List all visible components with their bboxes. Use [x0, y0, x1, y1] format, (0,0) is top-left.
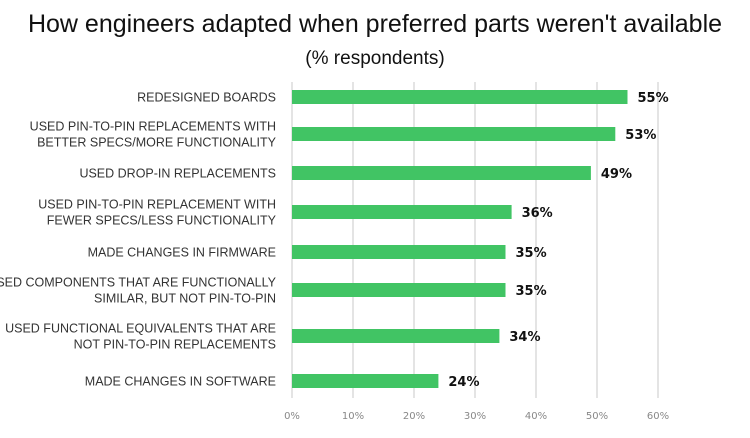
bar	[292, 166, 591, 180]
bar	[292, 329, 500, 343]
category-label: USED PIN-TO-PIN REPLACEMENT WITH	[38, 198, 276, 212]
bar	[292, 205, 512, 219]
category-label: USED PIN-TO-PIN REPLACEMENTS WITH	[30, 120, 276, 134]
data-label: 35%	[516, 284, 547, 299]
bar	[292, 283, 506, 297]
bar	[292, 245, 506, 259]
bar	[292, 127, 616, 141]
data-label: 34%	[509, 330, 540, 345]
category-label: USED FUNCTIONAL EQUIVALENTS THAT ARE	[5, 322, 276, 336]
data-label: 49%	[601, 167, 632, 182]
data-label: 24%	[448, 375, 479, 390]
x-tick-label: 30%	[464, 411, 486, 422]
x-tick-label: 40%	[525, 411, 547, 422]
x-tick-label: 0%	[284, 411, 300, 422]
bar	[292, 374, 439, 388]
chart-subtitle: (% respondents)	[305, 48, 444, 69]
bar	[292, 90, 628, 104]
data-label: 35%	[516, 246, 547, 261]
category-label: REDESIGNED BOARDS	[137, 91, 276, 105]
chart-title: How engineers adapted when preferred par…	[28, 10, 722, 38]
category-label: FEWER SPECS/LESS FUNCTIONALITY	[47, 214, 277, 228]
category-label: USED COMPONENTS THAT ARE FUNCTIONALLY	[0, 276, 277, 290]
x-tick-label: 20%	[403, 411, 425, 422]
data-label: 53%	[625, 128, 656, 143]
x-tick-label: 60%	[647, 411, 669, 422]
x-tick-label: 50%	[586, 411, 608, 422]
category-label: NOT PIN-TO-PIN REPLACEMENTS	[74, 338, 276, 352]
category-label: SIMILAR, BUT NOT PIN-TO-PIN	[94, 292, 276, 306]
data-label: 36%	[522, 206, 553, 221]
category-label: USED DROP-IN REPLACEMENTS	[79, 167, 276, 181]
x-tick-label: 10%	[342, 411, 364, 422]
category-label: MADE CHANGES IN FIRMWARE	[88, 246, 276, 260]
category-label: BETTER SPECS/MORE FUNCTIONALITY	[37, 136, 277, 150]
data-label: 55%	[638, 91, 669, 106]
category-label: MADE CHANGES IN SOFTWARE	[85, 375, 276, 389]
